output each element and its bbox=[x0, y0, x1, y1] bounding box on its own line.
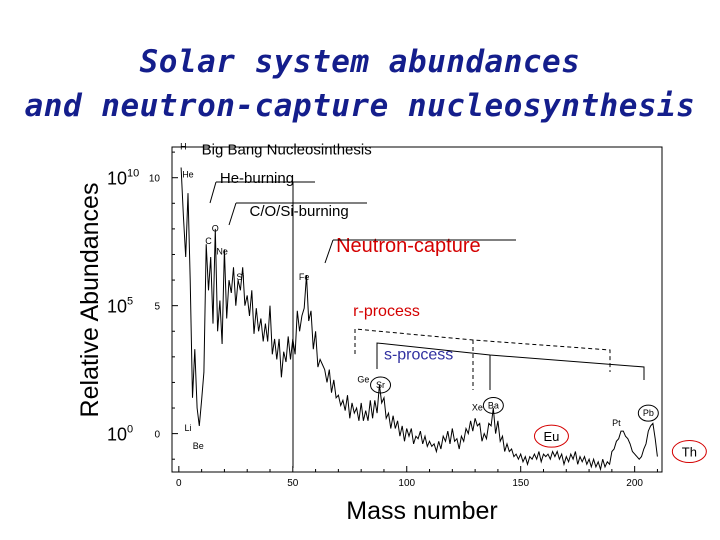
circled-element-label: Th bbox=[682, 445, 697, 460]
y-power-exponent: 5 bbox=[127, 296, 133, 308]
x-tick-label: 0 bbox=[176, 478, 182, 489]
process-annotation: r-process bbox=[353, 303, 420, 320]
element-circle bbox=[671, 440, 707, 464]
process-annotation: He-burning bbox=[220, 170, 294, 187]
element-label: C bbox=[205, 236, 212, 246]
circled-element-label: Pb bbox=[643, 408, 654, 418]
annotation-leader-line bbox=[209, 181, 217, 204]
element-label: Fe bbox=[299, 272, 310, 282]
element-label: Li bbox=[184, 423, 191, 433]
element-label: Si bbox=[236, 272, 244, 282]
element-label: Be bbox=[193, 441, 204, 451]
y-power-label: 105 bbox=[107, 296, 133, 317]
process-annotation: C/O/Si-burning bbox=[249, 203, 348, 220]
element-circle bbox=[533, 424, 569, 448]
x-tick-label: 100 bbox=[398, 478, 415, 489]
y-power-base: 10 bbox=[107, 297, 127, 317]
y-power-label: 1010 bbox=[107, 168, 139, 189]
slide-title-line-1: Solar system abundances bbox=[139, 44, 581, 80]
circled-element-label: Sr bbox=[376, 380, 385, 390]
element-label: Ne bbox=[216, 246, 228, 256]
x-tick-label: 150 bbox=[512, 478, 529, 489]
y-power-exponent: 10 bbox=[127, 168, 139, 180]
element-label: He bbox=[182, 170, 194, 180]
slide-title-line-2: and neutron-capture nucleosynthesis bbox=[24, 88, 696, 124]
annotation-leader-line bbox=[228, 202, 237, 226]
y-tick-label: 5 bbox=[154, 302, 160, 313]
circled-element-label: Ba bbox=[488, 400, 499, 410]
annotation-leader-line bbox=[324, 239, 334, 264]
process-annotation: s-process bbox=[384, 346, 453, 363]
element-label: Pt bbox=[612, 418, 621, 428]
y-axis-label: Relative Abundances bbox=[76, 183, 104, 418]
y-power-label: 100 bbox=[107, 424, 133, 445]
x-tick-label: 200 bbox=[626, 478, 643, 489]
element-circle bbox=[637, 404, 659, 422]
process-annotation: Neutron-capture bbox=[336, 235, 481, 257]
element-label: H bbox=[180, 142, 187, 152]
plot-frame bbox=[171, 146, 663, 473]
element-label: Xe bbox=[472, 403, 483, 413]
element-label: Ge bbox=[357, 374, 369, 384]
element-circle bbox=[370, 376, 392, 394]
y-tick-label: 10 bbox=[149, 174, 161, 185]
x-axis-label: Mass number bbox=[346, 497, 497, 525]
x-tick-label: 50 bbox=[287, 478, 299, 489]
process-annotation: Big Bang Nucleosinthesis bbox=[202, 142, 372, 159]
element-circle bbox=[482, 396, 504, 414]
element-label: O bbox=[212, 223, 219, 233]
circled-element-label: Eu bbox=[544, 429, 560, 444]
y-power-base: 10 bbox=[107, 425, 127, 445]
y-tick-label: 0 bbox=[154, 430, 160, 441]
abundance-series-line bbox=[180, 167, 658, 472]
y-power-exponent: 0 bbox=[127, 424, 133, 436]
y-power-base: 10 bbox=[107, 169, 127, 189]
